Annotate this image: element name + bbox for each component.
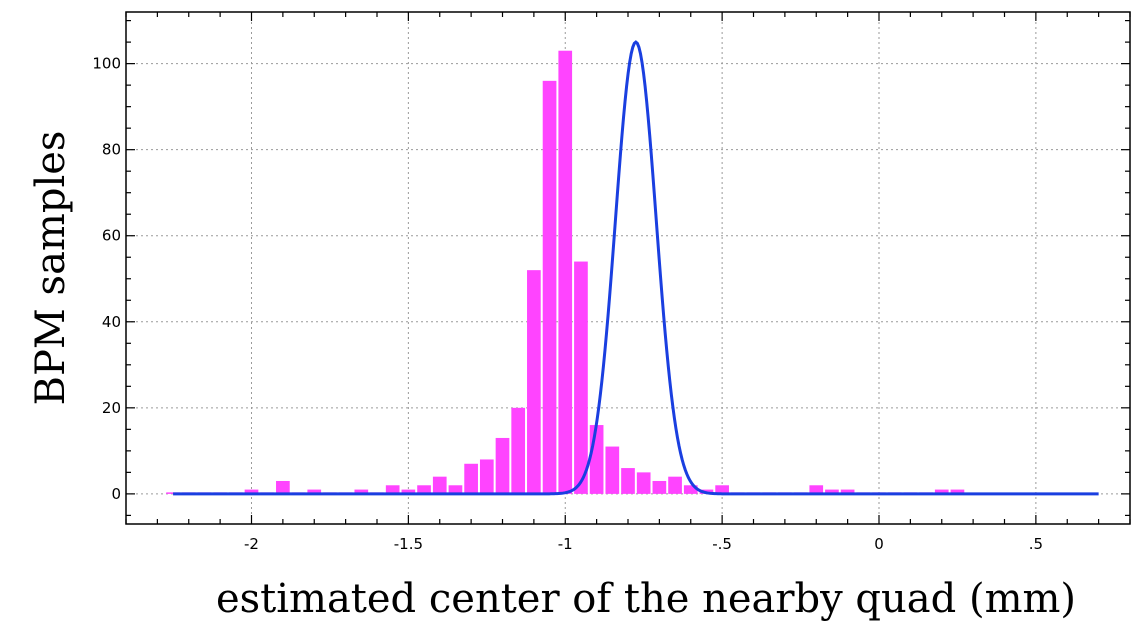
y-axis-title: BPM samples bbox=[28, 131, 74, 406]
histogram-bar bbox=[401, 489, 416, 494]
histogram-bar bbox=[574, 261, 588, 494]
y-tick-label: 0 bbox=[111, 485, 121, 503]
y-tick-labels: 0 20 40 60 80 100 bbox=[92, 55, 121, 503]
histogram-bar bbox=[511, 407, 526, 494]
histogram-bars bbox=[166, 50, 965, 494]
y-tick-label: 60 bbox=[102, 227, 121, 245]
y-tick-label: 20 bbox=[102, 399, 121, 417]
x-tick-label: -.5 bbox=[712, 535, 732, 553]
histogram-bar bbox=[558, 50, 573, 494]
histogram-bar bbox=[715, 485, 729, 494]
histogram-bar bbox=[276, 480, 290, 494]
x-tick-labels: -2 -1.5 -1 -.5 0 .5 bbox=[244, 535, 1043, 553]
y-tick-label: 80 bbox=[102, 141, 121, 159]
histogram-bar bbox=[495, 437, 510, 494]
x-tick-label: -1 bbox=[558, 535, 573, 553]
x-tick-label: .5 bbox=[1029, 535, 1043, 553]
histogram-bar bbox=[542, 80, 557, 494]
histogram-bar bbox=[354, 489, 369, 494]
x-tick-label: 0 bbox=[874, 535, 884, 553]
histogram-bar bbox=[527, 270, 541, 494]
histogram-bar bbox=[589, 425, 604, 494]
y-tick-label: 40 bbox=[102, 313, 121, 331]
histogram-bar bbox=[479, 459, 494, 494]
x-tick-label: -2 bbox=[244, 535, 259, 553]
histogram-bar bbox=[621, 468, 635, 494]
histogram-bar bbox=[809, 485, 824, 494]
histogram-bar bbox=[244, 489, 259, 494]
histogram-bar bbox=[605, 446, 620, 494]
plot-frame bbox=[125, 11, 1131, 525]
histogram-bar bbox=[825, 489, 839, 494]
y-tick-label: 100 bbox=[92, 55, 121, 73]
histogram-bar bbox=[668, 476, 682, 494]
histogram-bar bbox=[840, 489, 855, 494]
x-axis-title: estimated center of the nearby quad (mm) bbox=[216, 576, 1076, 622]
histogram-bar bbox=[417, 485, 431, 494]
histogram-bar bbox=[432, 476, 447, 494]
histogram-bar bbox=[448, 485, 463, 494]
x-tick-label: -1.5 bbox=[394, 535, 423, 553]
axis-ticks bbox=[125, 12, 1131, 524]
histogram-bar bbox=[464, 463, 478, 494]
histogram-bar bbox=[934, 489, 949, 494]
histogram-bar bbox=[307, 489, 322, 494]
grid-lines bbox=[126, 12, 1130, 524]
histogram-bar bbox=[950, 489, 965, 494]
histogram-bar bbox=[652, 480, 667, 494]
histogram-bar bbox=[683, 485, 698, 494]
histogram-bar bbox=[636, 472, 651, 494]
gaussian-fit bbox=[173, 40, 1099, 496]
histogram-bar bbox=[385, 485, 400, 494]
fit-curve bbox=[173, 40, 1099, 496]
